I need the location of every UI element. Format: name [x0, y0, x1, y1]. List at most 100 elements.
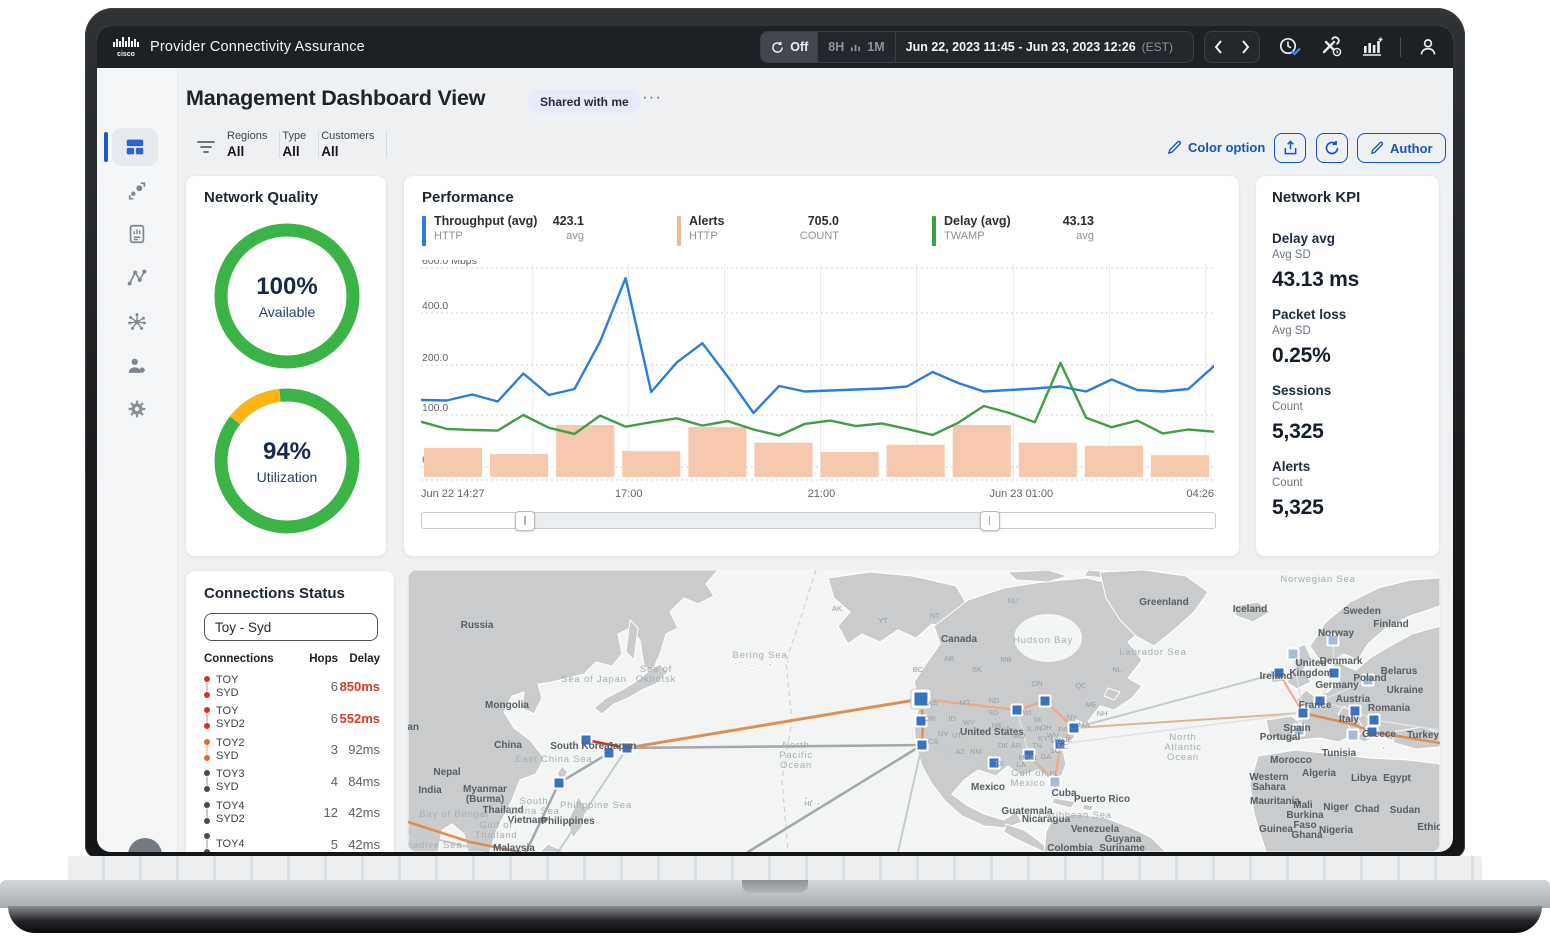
table-row[interactable]: TOY SYD2 6 552ms — [202, 703, 380, 735]
map-node[interactable] — [914, 692, 928, 706]
page-title: Management Dashboard View — [186, 86, 486, 110]
sidebar-item-dashboards[interactable] — [112, 128, 158, 166]
legend-name: Delay (avg) — [944, 214, 1011, 228]
svg-text:400.0: 400.0 — [422, 300, 448, 312]
sidebar-item-user-admin[interactable] — [125, 354, 149, 378]
sidebar-item-reports[interactable] — [125, 222, 149, 246]
slider-selected-range[interactable] — [524, 513, 989, 528]
table-row[interactable]: TOY2 SYD 3 92ms — [202, 734, 380, 766]
filter-icon[interactable] — [195, 136, 217, 158]
map-node[interactable] — [552, 776, 566, 790]
map-node[interactable] — [1067, 721, 1081, 735]
filter-customers[interactable]: Customers All — [319, 130, 386, 159]
map-node[interactable] — [1010, 703, 1024, 717]
laptop-front-edge — [8, 906, 1542, 933]
more-menu-button[interactable]: ··· — [642, 87, 662, 106]
hops-value: 6 — [330, 679, 338, 695]
filter-divider — [279, 131, 281, 158]
map-node[interactable] — [987, 756, 1001, 770]
map-node[interactable] — [1053, 737, 1067, 751]
filter-type[interactable]: Type All — [280, 130, 318, 159]
panel-title: Network Quality — [204, 189, 319, 206]
refresh-dashboard-button[interactable] — [1316, 133, 1348, 163]
legend-item-throughput-avg[interactable]: Throughput (avg) 423.1 HTTP avg — [422, 214, 677, 246]
interval-icon — [851, 44, 861, 51]
map-node[interactable] — [1048, 775, 1062, 789]
legend-agg: avg — [566, 230, 584, 242]
map-node[interactable] — [1292, 723, 1306, 737]
connection-names: TOY4 — [216, 837, 245, 850]
map-node[interactable] — [915, 738, 929, 752]
map-node[interactable] — [1296, 706, 1310, 720]
map-node[interactable] — [1348, 704, 1362, 718]
gear-icon — [128, 400, 146, 418]
delay-value: 92ms — [348, 742, 380, 758]
bar-alerts[interactable] — [1018, 442, 1077, 477]
sidebar-item-topology[interactable] — [125, 310, 149, 334]
bar-alerts[interactable] — [1084, 445, 1143, 477]
table-row[interactable]: TOY3 SYD 4 84ms — [202, 766, 380, 798]
tools-icon[interactable] — [1320, 36, 1344, 58]
bar-alerts[interactable] — [622, 451, 681, 477]
bar-alerts[interactable] — [490, 454, 549, 477]
table-row[interactable]: TOY4 5 42ms — [202, 829, 380, 852]
map-node[interactable] — [579, 733, 593, 747]
kpi-label: Packet loss — [1272, 307, 1347, 322]
bar-alerts[interactable] — [820, 452, 879, 477]
kpi-delay-avg: Delay avg Avg SD 43.13 ms — [1272, 231, 1429, 292]
bar-alerts[interactable] — [754, 442, 813, 477]
color-option-button[interactable]: Color option — [1167, 133, 1265, 161]
map-node[interactable] — [602, 746, 616, 760]
map-node[interactable] — [1038, 694, 1052, 708]
map-node[interactable] — [1367, 713, 1381, 727]
interval-selector[interactable]: 8H 1M — [818, 32, 896, 62]
bar-alerts[interactable] — [688, 427, 747, 477]
kpi-alerts: Alerts Count 5,325 — [1272, 459, 1429, 520]
time-range-slider[interactable] — [421, 511, 1216, 531]
filter-regions[interactable]: Regions All — [225, 130, 279, 159]
clock-check-icon[interactable] — [1278, 36, 1304, 58]
map-node[interactable] — [1286, 647, 1300, 661]
metrics-icon[interactable] — [1360, 36, 1384, 58]
connection-pair-select[interactable]: Toy - Syd — [204, 613, 378, 641]
bar-alerts[interactable] — [886, 444, 945, 477]
map-node[interactable] — [1313, 694, 1327, 708]
bar-alerts[interactable] — [424, 447, 483, 477]
bar-alerts[interactable] — [556, 425, 615, 477]
legend-item-alerts[interactable]: Alerts 705.0 HTTP COUNT — [677, 214, 932, 246]
legend-item-delay-avg[interactable]: Delay (avg) 43.13 TWAMP avg — [932, 214, 1187, 246]
export-button[interactable] — [1274, 133, 1306, 163]
bar-alerts[interactable] — [952, 425, 1011, 477]
date-range-display[interactable]: Jun 22, 2023 11:45 - Jun 23, 2023 12:26 … — [905, 40, 1173, 54]
filter-label: Regions — [227, 130, 268, 142]
step-back-button[interactable] — [1205, 32, 1232, 62]
sidebar-item-paths[interactable] — [125, 266, 149, 290]
step-forward-button[interactable] — [1232, 32, 1259, 62]
bar-alerts[interactable] — [1150, 455, 1209, 477]
author-button[interactable]: Author — [1357, 133, 1446, 163]
sidebar-item-settings[interactable] — [125, 397, 149, 421]
map-node[interactable] — [1365, 725, 1379, 739]
map-node[interactable] — [1022, 748, 1036, 762]
help-fab-button[interactable] — [128, 838, 162, 852]
slider-right-handle[interactable] — [979, 511, 1000, 531]
user-icon[interactable] — [1417, 36, 1439, 58]
map-link — [1278, 672, 1304, 714]
map-node[interactable] — [1327, 666, 1341, 680]
map-node[interactable] — [1346, 728, 1360, 742]
table-row[interactable]: TOY4 SYD2 12 42ms — [202, 797, 380, 829]
map-node[interactable] — [914, 714, 928, 728]
table-row[interactable]: TOY SYD 6 850ms — [202, 671, 380, 703]
map-node[interactable] — [1326, 633, 1340, 647]
auto-refresh-toggle[interactable]: Off — [761, 32, 819, 62]
map-node[interactable] — [620, 741, 634, 755]
world-map-panel[interactable]: Russia Mongolia China South Korea Japan Nepal… — [408, 570, 1440, 852]
map-node[interactable] — [1272, 666, 1286, 680]
slider-left-handle[interactable] — [515, 511, 536, 531]
map-link — [408, 820, 522, 852]
map-node[interactable] — [1361, 673, 1375, 687]
sidebar-item-sessions[interactable] — [125, 179, 149, 203]
